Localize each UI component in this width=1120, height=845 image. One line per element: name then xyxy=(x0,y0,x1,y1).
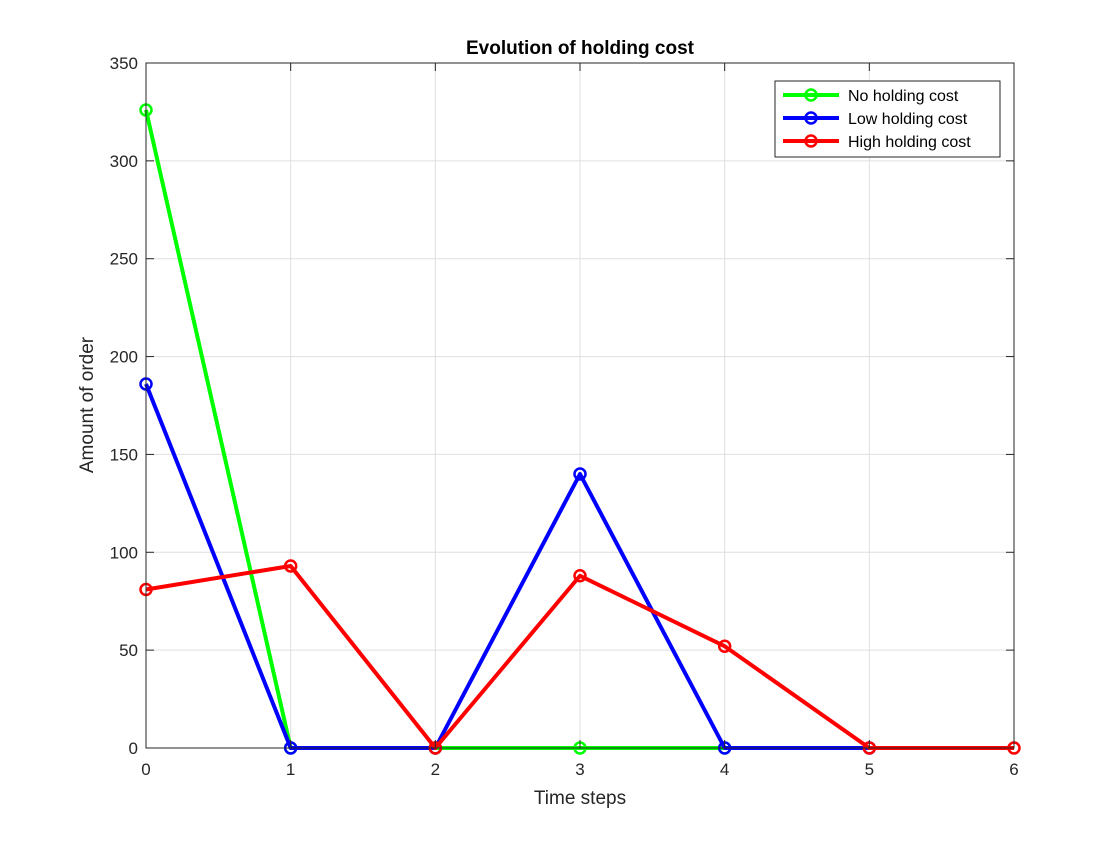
ticks: 0 1 2 3 4 5 6 0 50 100 150 200 250 300 350 xyxy=(110,54,1019,779)
x-tick-label: 5 xyxy=(865,760,874,779)
legend-marker xyxy=(804,111,818,125)
legend: No holding cost Low holding cost High hold… xyxy=(774,80,1001,158)
y-axis-label: Amount of order xyxy=(77,336,98,473)
x-tick-label: 3 xyxy=(575,760,584,779)
data-point xyxy=(573,467,587,481)
y-tick-label: 150 xyxy=(110,445,138,464)
data-point xyxy=(283,559,298,573)
x-tick-label: 0 xyxy=(141,760,150,779)
x-tick-label: 6 xyxy=(1009,760,1018,779)
y-tick-label: 200 xyxy=(110,348,138,367)
chart-title: Evolution of holding cost xyxy=(466,38,695,59)
legend-label: High holding cost xyxy=(848,134,971,151)
legend-label: Low holding cost xyxy=(848,111,968,128)
y-tick-label: 250 xyxy=(110,250,138,269)
x-axis-label: Time steps xyxy=(534,788,626,809)
y-tick-label: 300 xyxy=(110,152,138,171)
x-tick-label: 1 xyxy=(286,760,295,779)
legend-item-no-holding-cost: No holding cost xyxy=(783,88,959,105)
legend-label: No holding cost xyxy=(848,88,959,105)
data-point xyxy=(573,569,587,583)
legend-marker xyxy=(804,134,818,148)
y-tick-label: 0 xyxy=(129,739,138,758)
y-tick-label: 350 xyxy=(110,54,138,73)
legend-item-high-holding-cost: High holding cost xyxy=(783,134,971,151)
y-tick-label: 100 xyxy=(110,543,138,562)
legend-item-low-holding-cost: Low holding cost xyxy=(783,111,968,128)
x-tick-label: 2 xyxy=(431,760,440,779)
data-point xyxy=(717,639,732,653)
y-tick-label: 50 xyxy=(119,641,138,660)
x-tick-label: 4 xyxy=(720,760,729,779)
legend-marker xyxy=(804,88,818,102)
